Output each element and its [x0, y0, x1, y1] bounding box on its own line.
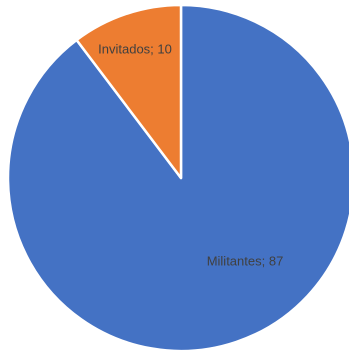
pie-slices — [6, 3, 349, 350]
pie-slice-invitados — [75, 3, 183, 180]
data-label-invitados: Invitados; 10 — [98, 41, 172, 56]
data-label-militantes: Militantes; 87 — [207, 253, 284, 268]
pie-slice-militantes — [6, 3, 349, 350]
pie-labels: Militantes; 87 Invitados; 10 — [98, 41, 283, 268]
